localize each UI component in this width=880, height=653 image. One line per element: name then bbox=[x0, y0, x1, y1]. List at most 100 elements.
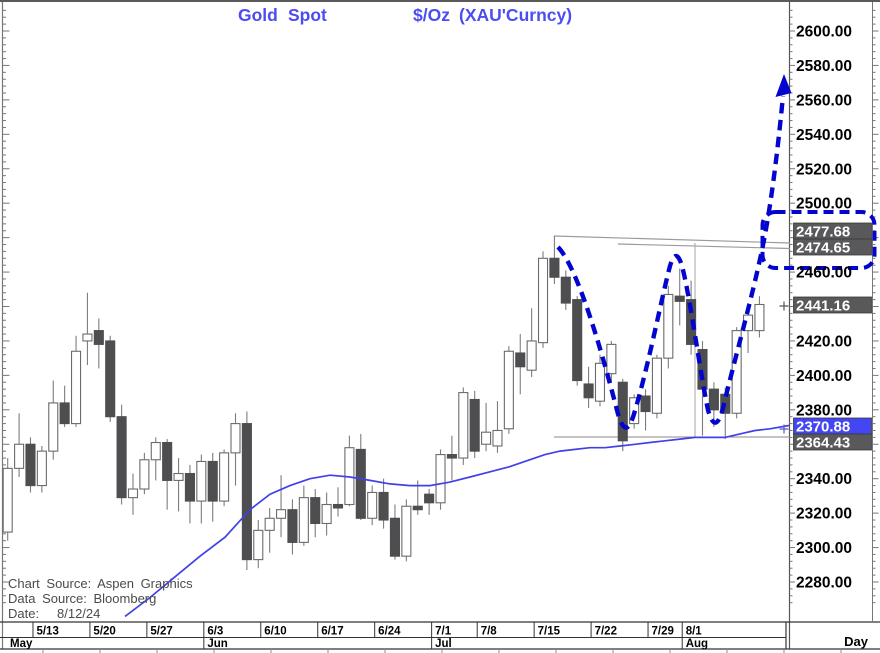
chart-title-text: (XAU'Curncy) bbox=[459, 5, 572, 25]
candle-body bbox=[435, 454, 446, 504]
candle-body bbox=[105, 340, 116, 418]
chart-source-text: Chart Source: Aspen Graphics bbox=[8, 576, 193, 591]
moving-average-line bbox=[124, 424, 790, 618]
candle bbox=[105, 335, 116, 422]
candle-body bbox=[25, 443, 36, 487]
candle-body bbox=[401, 505, 412, 557]
candle-body bbox=[139, 459, 150, 490]
candle bbox=[241, 411, 252, 570]
price-flag-text: 2364.43 bbox=[796, 435, 850, 452]
candle bbox=[344, 435, 355, 507]
candle bbox=[14, 413, 25, 477]
candle bbox=[116, 404, 127, 505]
candle bbox=[572, 296, 583, 386]
price-flag-2474.65: 2474.65 bbox=[793, 238, 872, 257]
candle-body bbox=[526, 340, 537, 371]
candle bbox=[389, 504, 401, 560]
candle-body bbox=[708, 388, 719, 411]
candle bbox=[36, 445, 47, 493]
week-label: 7/1 bbox=[435, 626, 452, 638]
month-label: Jun bbox=[207, 638, 227, 650]
candle-body bbox=[503, 350, 514, 430]
candle bbox=[549, 235, 560, 285]
periodicity-label: Day bbox=[844, 634, 869, 649]
y-axis-label: 2460.00 bbox=[796, 265, 852, 282]
candle-body bbox=[572, 299, 583, 382]
candle bbox=[70, 335, 82, 428]
candle bbox=[594, 354, 606, 407]
candle-body bbox=[127, 488, 139, 499]
candle-body bbox=[651, 357, 662, 414]
candle-body bbox=[515, 352, 526, 368]
candle-body bbox=[469, 398, 480, 452]
y-axis-label: 2500.00 bbox=[796, 196, 852, 213]
week-label: 6/10 bbox=[264, 626, 286, 638]
candle bbox=[310, 489, 321, 538]
breakout-arrowhead-icon bbox=[775, 74, 792, 97]
date-value: 8/12/24 bbox=[57, 606, 100, 621]
chart-title-text: $/Oz bbox=[413, 5, 450, 25]
resistance-trendline-upper bbox=[553, 235, 791, 244]
candle-body bbox=[162, 441, 173, 481]
candle bbox=[150, 437, 161, 481]
candle bbox=[59, 385, 70, 428]
candle bbox=[276, 475, 287, 538]
candle-body bbox=[310, 497, 321, 525]
candle bbox=[469, 390, 480, 459]
candle bbox=[196, 454, 207, 524]
candle-body bbox=[287, 509, 298, 543]
week-label: 7/15 bbox=[538, 626, 561, 638]
price-target-dashed-box bbox=[760, 210, 877, 270]
price-flag-text: 2477.68 bbox=[796, 224, 850, 241]
week-label: 5/20 bbox=[93, 626, 115, 638]
week-label: 8/1 bbox=[686, 626, 703, 638]
candle bbox=[219, 449, 230, 507]
candle-body bbox=[606, 343, 617, 375]
candle-body bbox=[754, 303, 765, 332]
candle bbox=[492, 401, 503, 453]
candle bbox=[321, 492, 332, 536]
candle bbox=[287, 499, 298, 555]
date-label: Date: bbox=[8, 606, 39, 621]
price-flag-2364.43: 2364.43 bbox=[793, 433, 872, 452]
candle-body bbox=[82, 333, 93, 342]
price-flag-2441.16: 2441.16 bbox=[793, 296, 872, 315]
y-axis-label: 2520.00 bbox=[796, 161, 852, 178]
week-label: 5/13 bbox=[36, 626, 58, 638]
candle bbox=[640, 389, 651, 431]
candle bbox=[424, 489, 435, 515]
candle-body bbox=[93, 330, 104, 345]
candle bbox=[367, 485, 378, 526]
candle bbox=[93, 318, 104, 369]
candle-body bbox=[412, 505, 423, 511]
candle bbox=[162, 439, 173, 510]
y-axis-label: 2540.00 bbox=[796, 127, 852, 144]
candle bbox=[435, 449, 446, 510]
candle-body bbox=[446, 454, 457, 459]
candle bbox=[606, 340, 617, 383]
price-flag-text: 2370.88 bbox=[796, 419, 850, 436]
candle-body bbox=[70, 350, 82, 425]
candle bbox=[82, 292, 93, 366]
month-label: May bbox=[10, 638, 33, 650]
candle-body bbox=[150, 441, 161, 461]
candle bbox=[526, 308, 537, 378]
candle-body bbox=[36, 450, 47, 487]
candle bbox=[230, 413, 241, 486]
candle bbox=[560, 270, 571, 310]
candle bbox=[173, 458, 184, 512]
candle-body bbox=[367, 491, 378, 519]
price-flag-text: 2474.65 bbox=[796, 240, 850, 257]
candle bbox=[253, 520, 264, 569]
candle bbox=[332, 487, 344, 517]
candle-body bbox=[116, 416, 127, 499]
candle bbox=[184, 464, 195, 524]
week-label: 6/17 bbox=[321, 626, 343, 638]
candle-body bbox=[594, 362, 606, 402]
candle bbox=[207, 452, 218, 522]
candle-body bbox=[332, 503, 344, 509]
y-axis-label: 2600.00 bbox=[796, 24, 852, 41]
